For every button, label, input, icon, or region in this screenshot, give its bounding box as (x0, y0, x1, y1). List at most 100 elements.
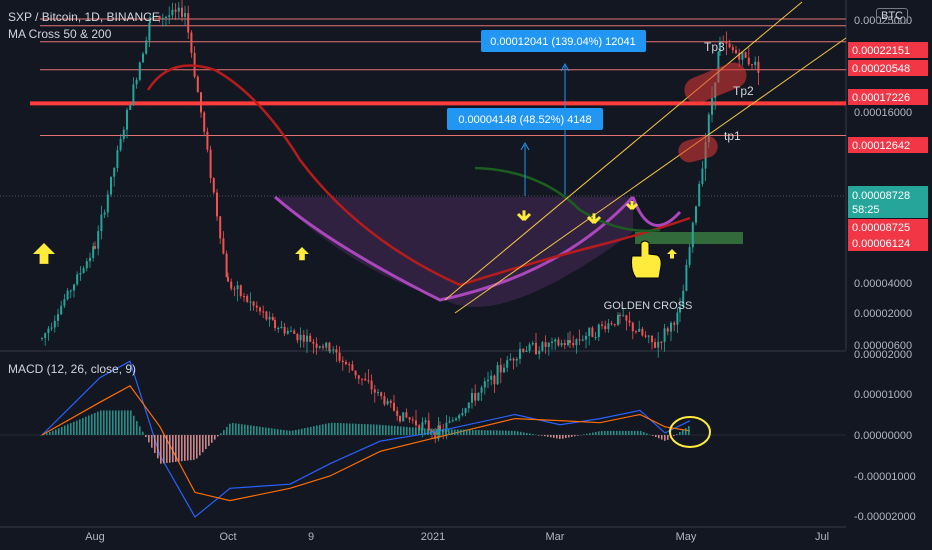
macd-histogram-bar (343, 423, 345, 435)
candle-body (701, 168, 704, 184)
candle-body (651, 335, 653, 343)
candle-body (345, 361, 347, 365)
macd-histogram-bar (370, 424, 372, 435)
candle-body (181, 7, 183, 17)
macd-histogram-bar (385, 425, 387, 435)
candle-body (673, 322, 676, 325)
macd-histogram-bar (70, 423, 72, 435)
macd-histogram-bar (373, 424, 375, 435)
macd-histogram-bar (145, 435, 147, 438)
macd-histogram-bar (157, 435, 159, 459)
candle-body (161, 17, 164, 19)
candle-body (519, 350, 521, 359)
macd-histogram-bar (247, 425, 249, 435)
candle-body (85, 261, 88, 269)
candle-body (227, 277, 229, 282)
macd-axis-tick: -0.00002000 (854, 511, 916, 523)
macd-histogram-bar (382, 424, 384, 435)
candle-body (663, 328, 666, 342)
macd-histogram-bar (640, 430, 642, 435)
macd-histogram-bar (556, 435, 558, 439)
candle-body (79, 273, 82, 275)
macd-histogram-bar (619, 430, 621, 435)
macd-histogram-bar (142, 431, 144, 435)
candle-body (171, 9, 174, 16)
macd-histogram-bar (673, 435, 675, 436)
candle-body (73, 284, 75, 291)
macd-histogram-bar (664, 435, 666, 441)
macd-histogram-bar (643, 432, 645, 435)
measure-arrowhead-1 (560, 62, 570, 72)
macd-histogram-bar (403, 426, 405, 435)
candle-body (396, 410, 399, 416)
candle-body (222, 238, 225, 254)
macd-histogram-bar (484, 430, 486, 435)
macd-histogram-bar (325, 423, 327, 435)
macd-histogram-bar (199, 435, 201, 456)
macd-histogram-bar (43, 434, 45, 436)
candle-body (335, 349, 338, 353)
up-arrow-icon (295, 247, 309, 261)
macd-histogram-bar (559, 435, 561, 439)
macd-histogram-bar (580, 435, 582, 436)
candle-body (209, 149, 212, 179)
down-arrow-icon (625, 201, 639, 211)
macd-histogram-bar (61, 426, 63, 435)
macd-histogram-bar (322, 424, 324, 435)
macd-histogram-bar (163, 435, 165, 464)
macd-histogram-bar (601, 430, 603, 435)
candle-body (722, 41, 725, 43)
macd-histogram-bar (535, 434, 537, 436)
macd-histogram-bar (304, 428, 306, 435)
tp1-label: tp1 (724, 129, 741, 143)
candle-body (711, 98, 713, 115)
pointing-hand-icon (631, 240, 662, 279)
candle-body (405, 412, 408, 418)
macd-histogram-bar (205, 435, 207, 450)
candle-body (274, 320, 276, 329)
level-badge (848, 42, 928, 58)
candle-body (138, 62, 141, 80)
candle-body (255, 305, 258, 308)
candle-body (528, 344, 531, 351)
macd-histogram-bar (514, 430, 516, 435)
candle-body (338, 352, 341, 361)
macd-histogram-bar (358, 423, 360, 435)
candle-body (585, 335, 587, 340)
macd-histogram-bar (508, 430, 510, 435)
level-badge (848, 235, 928, 251)
candle-body (119, 138, 122, 151)
macd-histogram-bar (415, 427, 417, 435)
candle-body (594, 336, 597, 338)
macd-histogram-bar (337, 422, 339, 435)
macd-histogram-bar (106, 410, 108, 435)
macd-histogram-bar (592, 432, 594, 435)
macd-histogram-bar (388, 425, 390, 435)
candle-body (94, 246, 96, 249)
macd-histogram-bar (295, 429, 297, 435)
candle-body (493, 375, 496, 385)
macd-histogram-bar (610, 430, 612, 435)
candle-body (132, 84, 135, 105)
candle-body (569, 340, 571, 343)
macd-histogram-bar (355, 423, 357, 435)
candle-body (296, 333, 299, 341)
candle-body (168, 15, 171, 17)
currency-button[interactable]: BTC (876, 8, 908, 24)
consolidation-box (635, 232, 743, 244)
macd-title: MACD (12, 26, close, 9) (8, 362, 137, 376)
macd-histogram-bar (406, 426, 408, 435)
candle-body (177, 7, 180, 12)
candle-body (572, 342, 575, 346)
candle-body (364, 378, 367, 381)
candle-body (268, 316, 271, 320)
candle-body (666, 328, 669, 332)
candle-body (490, 375, 493, 380)
macd-histogram-bar (460, 429, 462, 435)
candle-body (578, 339, 581, 341)
candle-body (302, 334, 305, 342)
candle-body (113, 167, 116, 177)
candle-body (735, 50, 737, 54)
level-badge (848, 89, 928, 105)
